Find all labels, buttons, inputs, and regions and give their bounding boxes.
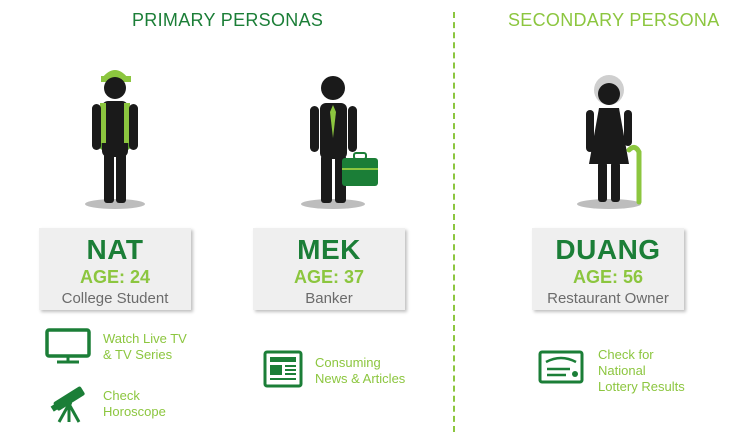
persona-age: AGE: 24 (79, 267, 151, 287)
persona-card-duang: DUANG AGE: 56 Restaurant Owner (532, 228, 684, 310)
activity-label-line: News & Articles (315, 371, 406, 386)
activity-label-line: Lottery Results (598, 379, 685, 394)
newspaper-icon (263, 350, 303, 388)
student-figure-icon (85, 70, 145, 209)
persona-age: AGE: 56 (572, 267, 644, 287)
activity-label-line: Check (103, 388, 140, 403)
lottery-ticket-icon (538, 350, 584, 384)
banker-figure-icon (301, 76, 378, 209)
activity-label-line: Watch Live TV (103, 331, 187, 346)
persona-name: DUANG (555, 234, 661, 265)
persona-occupation: Restaurant Owner (547, 290, 669, 307)
tv-icon (45, 328, 91, 364)
activity-label-line: Horoscope (103, 404, 166, 419)
persona-card-mek: MEK AGE: 37 Banker (253, 228, 405, 310)
activity-label-line: Check for (598, 347, 654, 362)
section-divider (453, 12, 455, 432)
primary-personas-title: PRIMARY PERSONAS (132, 10, 324, 30)
activity-label-line: & TV Series (103, 347, 173, 362)
elderly-woman-figure-icon (577, 75, 642, 209)
persona-card-nat: NAT AGE: 24 College Student (39, 228, 191, 310)
persona-occupation: College Student (61, 290, 169, 307)
persona-name: MEK (297, 234, 361, 265)
telescope-icon (50, 386, 85, 423)
persona-age: AGE: 37 (293, 267, 365, 287)
activity-label-line: Consuming (315, 355, 381, 370)
secondary-persona-title: SECONDARY PERSONA (508, 10, 720, 30)
persona-name: NAT (86, 234, 144, 265)
activity-label-line: National (598, 363, 646, 378)
persona-occupation: Banker (305, 290, 353, 307)
